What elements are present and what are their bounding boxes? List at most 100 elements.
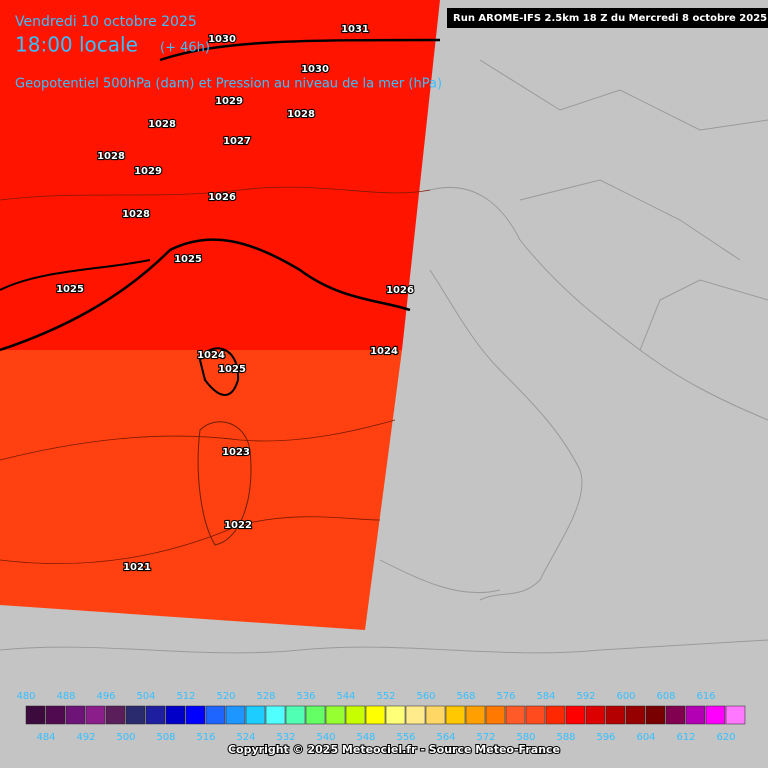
color-swatch <box>45 705 66 725</box>
isobar-labels: 1031 1030 1030 1029 1028 1028 1028 1027 1029 1028… <box>55 23 415 574</box>
colorbar-tick-label: 508 <box>156 732 175 743</box>
colorbar-tick-label: 584 <box>536 691 555 702</box>
geopotential-area <box>0 0 440 350</box>
date: Vendredi 10 octobre 2025 <box>15 14 197 30</box>
colorbar: 480 488 496 504 512 520 528 536 544 552 560 568 576 5… <box>16 691 746 743</box>
colorbar-tick-label: 544 <box>336 691 355 702</box>
isobar-label: 1025 <box>174 254 202 265</box>
colorbar-tick-label: 548 <box>356 732 375 743</box>
colorbar-tick-label: 484 <box>36 732 55 743</box>
color-swatch <box>85 705 106 725</box>
color-swatch <box>365 705 386 725</box>
color-swatch <box>505 705 526 725</box>
color-swatch <box>285 705 306 725</box>
colorbar-tick-label: 608 <box>656 691 675 702</box>
color-swatch <box>545 705 566 725</box>
time: 18:00 locale <box>15 33 138 57</box>
colorbar-tick-label: 616 <box>696 691 715 702</box>
isobar-label: 1023 <box>222 447 250 458</box>
copyright: Copyright © 2025 Meteociel.fr - Source M… <box>228 743 560 756</box>
colorbar-tick-label: 500 <box>116 732 135 743</box>
contour <box>0 259 151 291</box>
coastline <box>0 639 768 654</box>
colorbar-tick-label: 488 <box>56 691 75 702</box>
color-swatch <box>685 705 706 725</box>
colorbar-tick-label: 560 <box>416 691 435 702</box>
isobar-label: 1028 <box>97 151 125 162</box>
isobar-label: 1024 <box>197 350 225 361</box>
color-swatch <box>585 705 606 725</box>
isobar-label: 1029 <box>215 96 243 107</box>
color-swatch <box>725 705 746 725</box>
coastline <box>429 186 768 421</box>
isobar-label: 1021 <box>123 562 151 573</box>
contour <box>0 238 411 352</box>
color-swatch <box>485 705 506 725</box>
color-swatch <box>565 705 586 725</box>
colorbar-tick-label: 540 <box>316 732 335 743</box>
isobar-label: 1028 <box>148 119 176 130</box>
colorbar-tick-label: 536 <box>296 691 315 702</box>
color-swatch <box>405 705 426 725</box>
color-swatch <box>145 705 166 725</box>
color-swatch <box>205 705 226 725</box>
colorbar-tick-label: 512 <box>176 691 195 702</box>
island <box>198 347 240 396</box>
color-swatch <box>345 705 366 725</box>
colorbar-tick-label: 496 <box>96 691 115 702</box>
isobar-label: 1025 <box>56 284 84 295</box>
color-swatch <box>425 705 446 725</box>
color-swatch <box>165 705 186 725</box>
geopotential-area <box>0 350 402 630</box>
isobar <box>0 186 431 201</box>
color-swatch <box>705 705 726 725</box>
isobar-label: 1031 <box>341 24 369 35</box>
colorbar-tick-label: 600 <box>616 691 635 702</box>
colorbar-tick-label: 620 <box>716 732 735 743</box>
colorbar-tick-label: 580 <box>516 732 535 743</box>
isobar-label: 1024 <box>370 346 398 357</box>
contour <box>159 38 441 62</box>
colorbar-tick-label: 556 <box>396 732 415 743</box>
color-swatch <box>245 705 266 725</box>
island <box>197 421 252 546</box>
colorbar-tick-label: 572 <box>476 732 495 743</box>
border <box>639 279 768 351</box>
color-swatch <box>225 705 246 725</box>
isobar-label: 1027 <box>223 136 251 147</box>
colorbar-tick-label: 492 <box>76 732 95 743</box>
isobar-label: 1022 <box>224 520 252 531</box>
colorbar-tick-label: 592 <box>576 691 595 702</box>
borders <box>0 59 768 654</box>
isobar-label: 1030 <box>208 34 236 45</box>
color-swatch <box>65 705 86 725</box>
color-swatch <box>605 705 626 725</box>
isobar-label: 1028 <box>122 209 150 220</box>
lead-time: (+ 46h) <box>160 41 210 56</box>
color-swatch <box>265 705 286 725</box>
isobar <box>0 419 396 461</box>
color-swatch <box>465 705 486 725</box>
coastline <box>429 269 583 601</box>
subtitle: Geopotentiel 500hPa (dam) et Pression au… <box>15 77 442 92</box>
isobar-label: 1030 <box>301 64 329 75</box>
color-swatch <box>385 705 406 725</box>
colorbar-tick-label: 568 <box>456 691 475 702</box>
border <box>519 179 741 261</box>
colorbar-tick-label: 604 <box>636 732 655 743</box>
color-swatch <box>105 705 126 725</box>
color-swatch <box>625 705 646 725</box>
colorbar-tick-label: 596 <box>596 732 615 743</box>
isobar-label: 1026 <box>386 285 414 296</box>
colorbar-tick-label: 516 <box>196 732 215 743</box>
run-label-box <box>447 8 768 28</box>
isobar <box>0 516 381 565</box>
color-swatch <box>665 705 686 725</box>
color-swatch <box>125 705 146 725</box>
contours <box>0 38 441 565</box>
colorbar-tick-label: 576 <box>496 691 515 702</box>
colorbar-tick-label: 532 <box>276 732 295 743</box>
color-swatch <box>645 705 666 725</box>
colorbar-tick-label: 528 <box>256 691 275 702</box>
